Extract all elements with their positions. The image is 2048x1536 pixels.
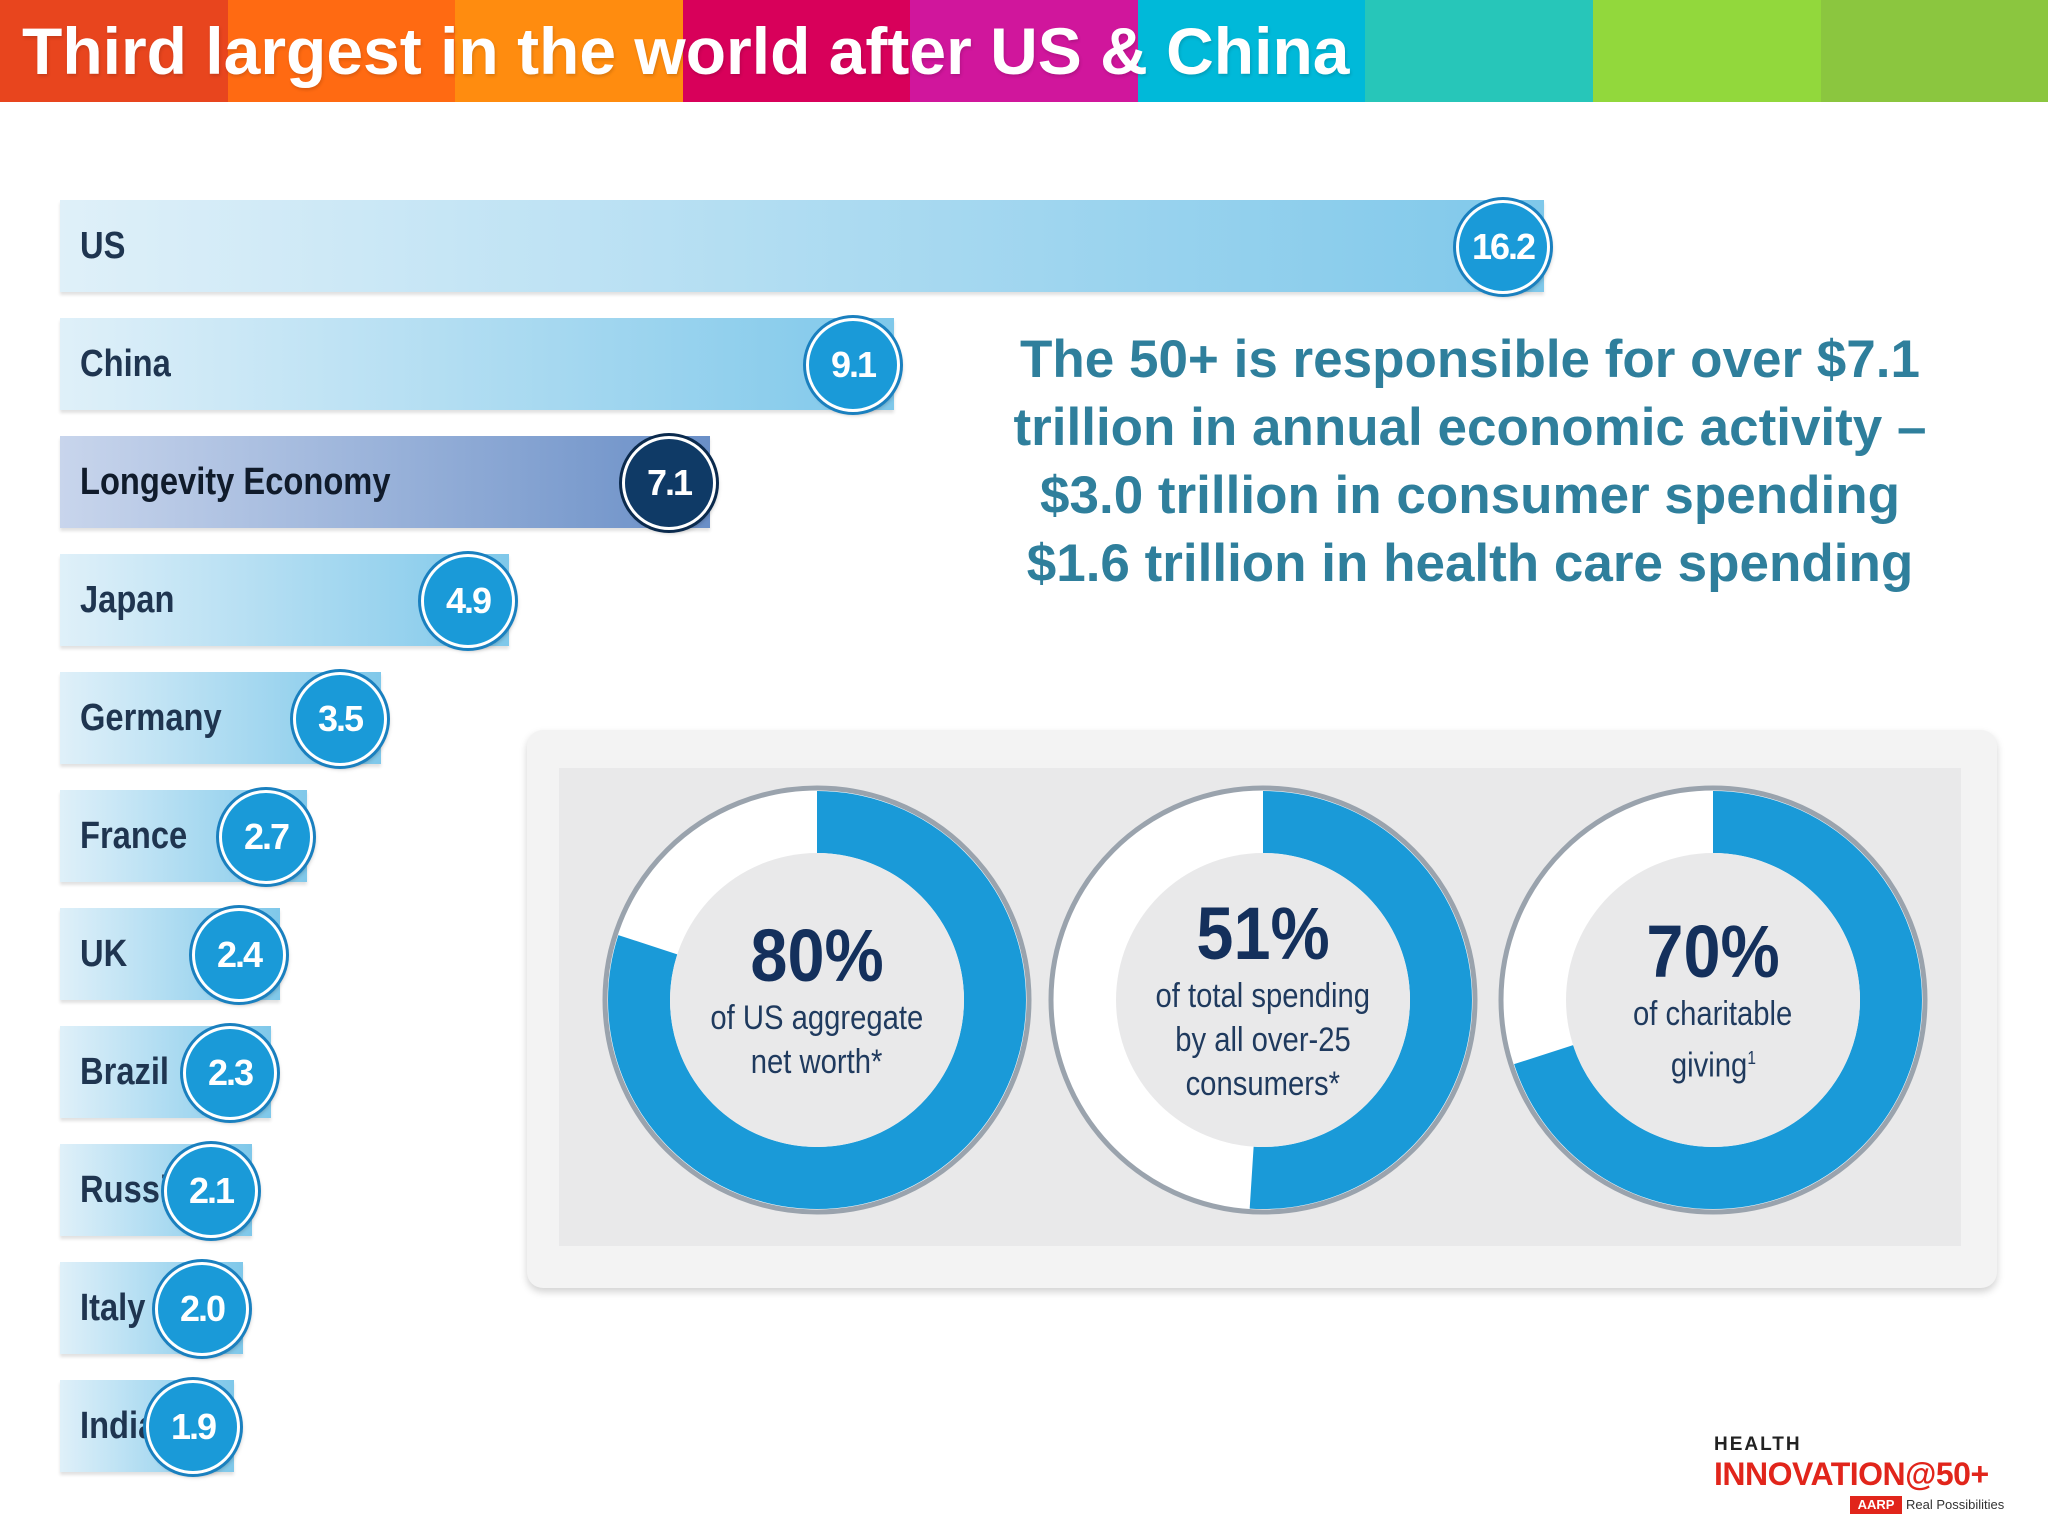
bar-value-label: 2.0 (155, 1262, 249, 1356)
donut-description-text: of charitable (1633, 995, 1793, 1034)
donut-chart: 70% of charitable giving1 (1498, 785, 1928, 1215)
bar-longevity-economy: Longevity Economy 7.1 (60, 436, 716, 530)
bar-label: China (80, 343, 171, 385)
donut-percent: 70% (1646, 910, 1780, 994)
donut-description-text: of total spending (1155, 977, 1371, 1015)
bar-label: Germany (80, 697, 222, 739)
donut-description-line: of US aggregate (711, 996, 924, 1040)
headline-line: $1.6 trillion in health care spending (1026, 534, 1914, 593)
donut-center-text: 70% of charitable giving1 (1563, 850, 1863, 1150)
donut-svg (1048, 785, 1478, 1215)
donut-fill-arc (1504, 791, 1922, 1209)
header-color-segment (1592, 0, 1821, 102)
header-color-segment (682, 0, 911, 102)
health-innovation-logo: HEALTH INNOVATION@50+ AARP Real Possibil… (1714, 1434, 2014, 1516)
logo-innovation-text: INNOVATION@50+ (1714, 1456, 1989, 1492)
header-color-segment (227, 0, 456, 102)
donut-description-line: consumers* (1186, 1062, 1340, 1106)
bar-value-label: 9.1 (806, 318, 900, 412)
headline-line: $3.0 trillion in consumer spending (1040, 466, 1900, 525)
header-color-segment (1365, 0, 1593, 102)
bar-label: France (80, 815, 188, 857)
donut-center-text: 51% of total spending by all over-25 consum… (1113, 850, 1413, 1150)
donut-description-line: net worth* (751, 1040, 883, 1084)
bar-france: France 2.7 (60, 790, 313, 884)
bar-label: Russia (80, 1169, 188, 1211)
donut-percent: 51% (1196, 892, 1330, 975)
donut-panel: 80% of US aggregate net worth* 51% of total … (527, 730, 1997, 1288)
donut-center-text: 80% of US aggregate net worth* (667, 850, 967, 1150)
bar-brazil: Brazil 2.3 (60, 1026, 277, 1120)
donut-description-text: by all over-25 (1175, 1021, 1351, 1059)
bar-label: Japan (80, 579, 175, 621)
aarp-badge: AARP (1850, 1496, 1902, 1514)
bar-value-label: 1.9 (146, 1380, 240, 1474)
bar-label: Italy (80, 1287, 146, 1329)
bar-italy: Italy 2.0 (60, 1262, 249, 1356)
bar-germany: Germany 3.5 (60, 672, 387, 766)
donut-description-line: of total spending (1156, 974, 1371, 1018)
donut-description-line: by all over-25 (1175, 1018, 1351, 1062)
donut-description-line: of charitable (1633, 992, 1792, 1036)
bar-value-label: 3.5 (293, 672, 387, 766)
donut-hole (1116, 853, 1410, 1147)
donut-description-text: giving (1670, 1046, 1747, 1085)
headline-text: The 50+ is responsible for over $7.1 tri… (950, 326, 1990, 598)
page-title: Third largest in the world after US & Ch… (22, 14, 1350, 88)
donut-description-text: of US aggregate (710, 999, 924, 1037)
donut-chart: 51% of total spending by all over-25 consum… (1048, 785, 1478, 1215)
bar-value-label: 2.4 (192, 908, 286, 1002)
headline-line: trillion in annual economic activity – (1013, 398, 1927, 457)
header-color-segment (1820, 0, 2048, 102)
donut-fill-arc (1054, 791, 1472, 1209)
bar-india: India 1.9 (60, 1380, 240, 1474)
bar-uk: UK 2.4 (60, 908, 286, 1002)
bar-value-label: 16.2 (1456, 200, 1550, 294)
header-color-segment (910, 0, 1138, 102)
donut-chart: 80% of US aggregate net worth* (602, 785, 1032, 1215)
logo-health-text: HEALTH (1714, 1434, 1802, 1455)
donut-svg (602, 785, 1032, 1215)
bar-label: UK (80, 933, 128, 975)
donut-description-text: consumers* (1185, 1065, 1341, 1103)
bar-value-label: 2.3 (183, 1026, 277, 1120)
header-color-segment (1137, 0, 1366, 102)
donut-hole (670, 853, 964, 1147)
donut-description-text: net worth* (751, 1043, 883, 1081)
headline-line: The 50+ is responsible for over $7.1 (1020, 330, 1920, 389)
donut-description-line: giving1 (1670, 1036, 1755, 1087)
header-banner (0, 0, 2048, 102)
donut-fill-arc (608, 791, 1026, 1209)
bar-label: Brazil (80, 1051, 169, 1093)
bar-value-label: 7.1 (622, 436, 716, 530)
bar-value-label: 2.1 (164, 1144, 258, 1238)
bar-china: China 9.1 (60, 318, 900, 412)
donut-hole (1566, 853, 1860, 1147)
header-color-segment (455, 0, 683, 102)
donut-svg (1498, 785, 1928, 1215)
donut-percent: 80% (750, 914, 884, 997)
bar-value-label: 2.7 (219, 790, 313, 884)
footnote-marker: 1 (1746, 1048, 1756, 1069)
bar-us: US 16.2 (60, 200, 1550, 294)
bar-label: Longevity Economy (80, 461, 391, 503)
bar-label: India (80, 1405, 157, 1447)
bar-label: US (80, 225, 126, 267)
bar-value-label: 4.9 (421, 554, 515, 648)
bar-japan: Japan 4.9 (60, 554, 515, 648)
bar-russia: Russia 2.1 (60, 1144, 258, 1238)
logo-tagline: Real Possibilities (1906, 1497, 2005, 1512)
header-color-segment (0, 0, 228, 102)
